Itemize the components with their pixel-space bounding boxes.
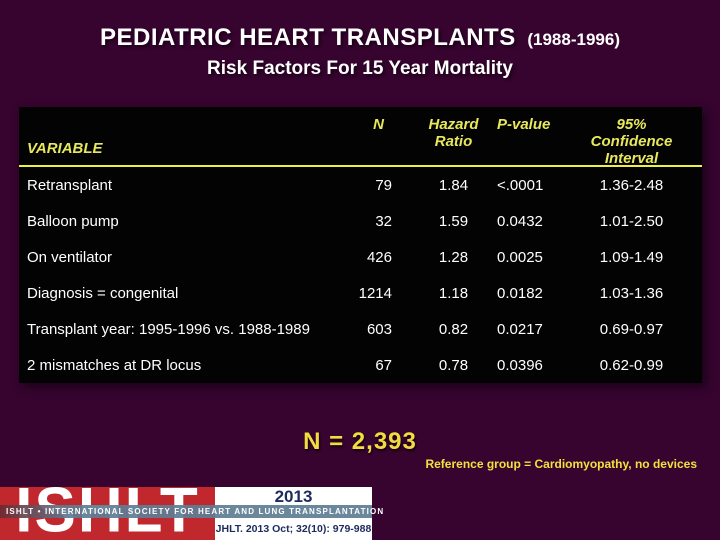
- table-header-row: VARIABLE N Hazard Ratio P-value 95% Conf…: [19, 107, 702, 167]
- table-row: Transplant year: 1995-1996 vs. 1988-1989…: [27, 320, 664, 338]
- col-header-n: N: [373, 116, 384, 133]
- n-total-label: N = 2,393: [303, 428, 417, 455]
- col-header-p-value: P-value: [497, 116, 551, 133]
- logo-year: 2013: [274, 487, 313, 506]
- reference-group-note: Reference group = Cardiomyopathy, no dev…: [425, 457, 697, 471]
- risk-factor-table: VARIABLE N Hazard Ratio P-value 95% Conf…: [19, 107, 702, 383]
- table-row: Balloon pump 32 1.59 0.0432 1.01-2.50: [27, 212, 664, 230]
- page-title-years: (1988-1996): [527, 30, 620, 49]
- table-row: On ventilator 426 1.28 0.0025 1.09-1.49: [27, 248, 664, 266]
- journal-citation: JHLT. 2013 Oct; 32(10): 979-988: [215, 523, 372, 535]
- ishlt-logo: ISHLT 2013 JHLT. 2013 Oct; 32(10): 979-9…: [0, 487, 383, 540]
- col-header-confidence-interval: 95% Confidence Interval: [590, 116, 673, 167]
- page-title: PEDIATRIC HEART TRANSPLANTS (1988-1996): [0, 24, 720, 52]
- table-row: Diagnosis = congenital 1214 1.18 0.0182 …: [27, 284, 664, 302]
- ishlt-logo-banner: ISHLT • INTERNATIONAL SOCIETY FOR HEART …: [0, 505, 383, 518]
- page-subtitle: Risk Factors For 15 Year Mortality: [207, 58, 513, 79]
- title-block: PEDIATRIC HEART TRANSPLANTS (1988-1996) …: [0, 24, 720, 80]
- col-header-hazard-ratio: Hazard Ratio: [428, 116, 479, 150]
- col-header-variable: VARIABLE: [27, 140, 103, 157]
- table-row: 2 mismatches at DR locus 67 0.78 0.0396 …: [27, 356, 664, 374]
- table-row: Retransplant 79 1.84 <.0001 1.36-2.48: [27, 176, 664, 194]
- ishlt-banner-text: ISHLT • INTERNATIONAL SOCIETY FOR HEART …: [6, 507, 385, 516]
- page-title-text: PEDIATRIC HEART TRANSPLANTS: [100, 24, 516, 51]
